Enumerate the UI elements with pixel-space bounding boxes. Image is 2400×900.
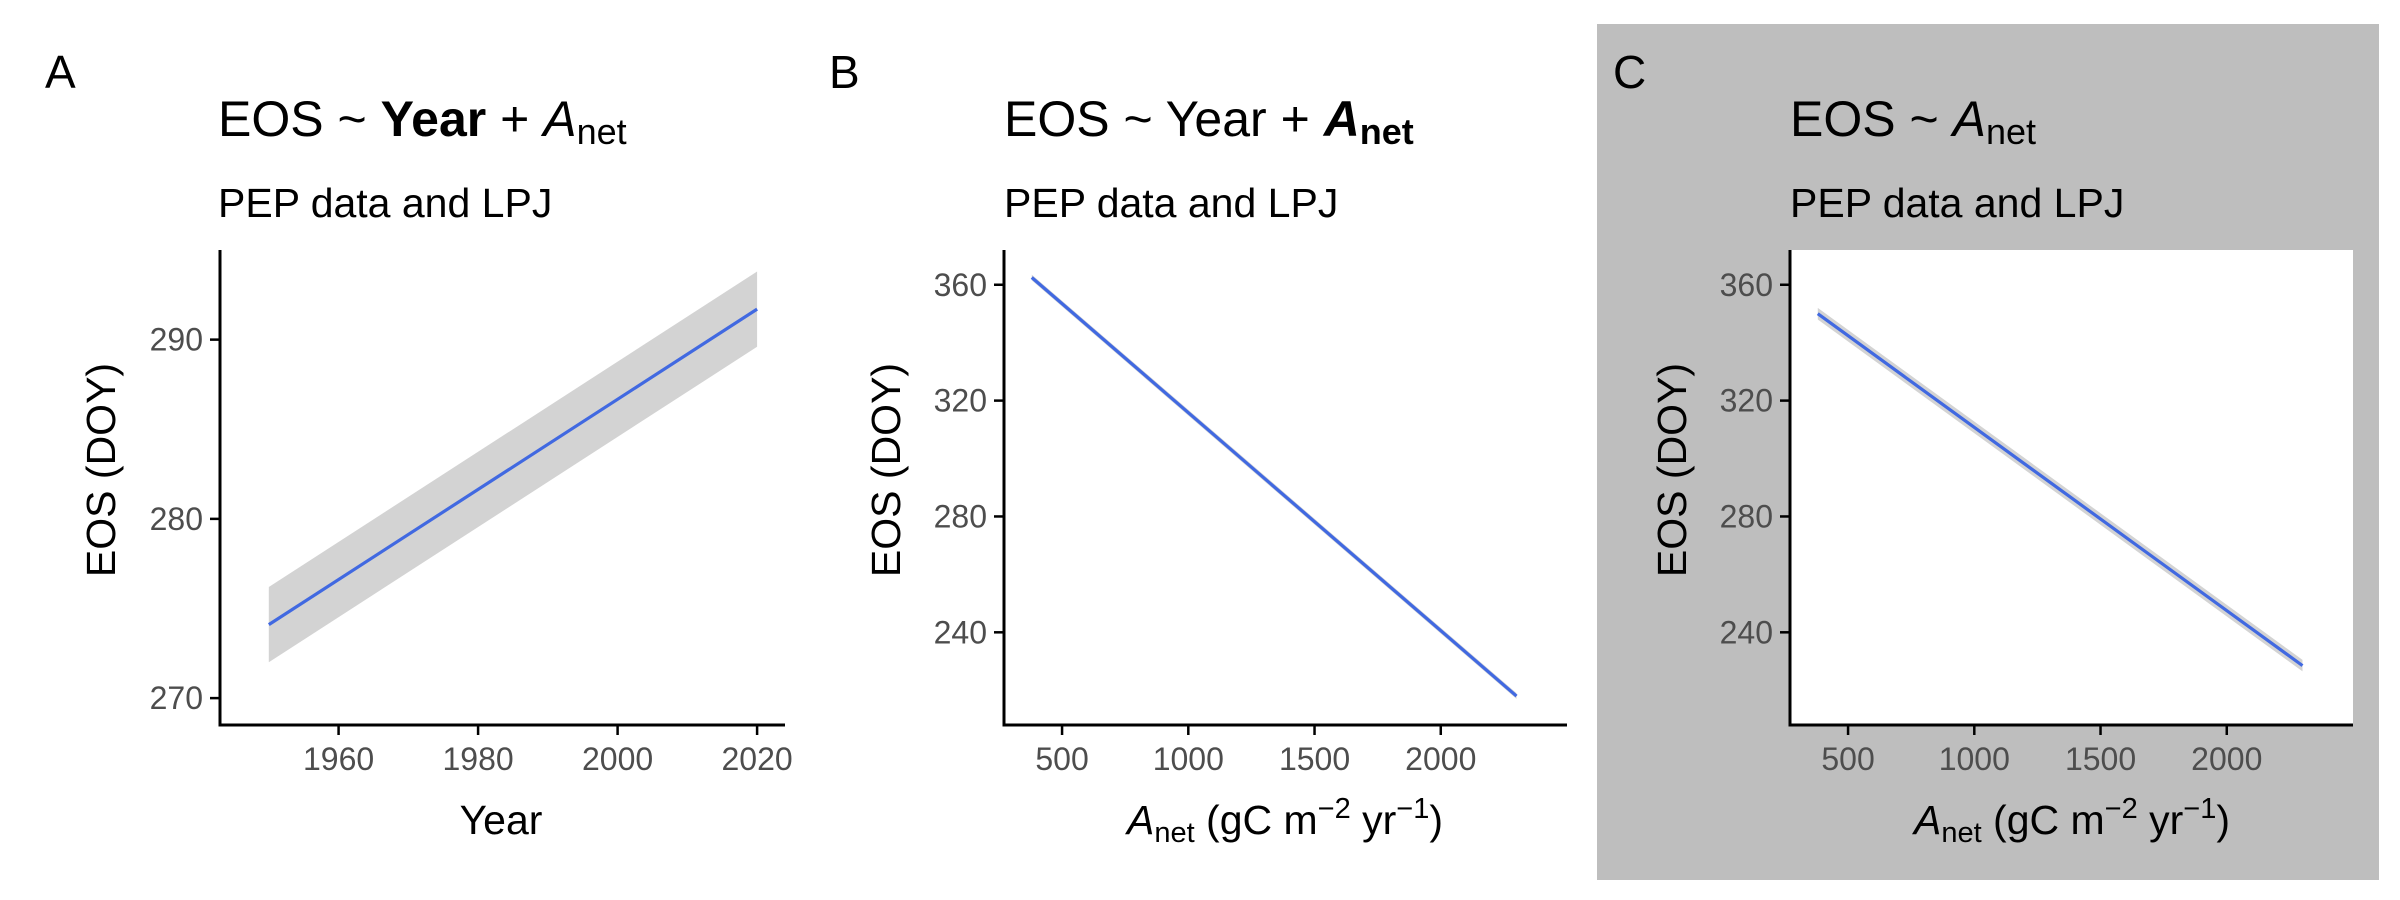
panel-c: C EOS ~ Anet PEP data and LPJ EOS (DOY) … (1613, 46, 2353, 849)
panel-a-xlabel: Year (460, 797, 543, 843)
y-tick-label-c: 280 (1720, 498, 1773, 534)
panel-a: A EOS ~ Year + Anet PEP data and LPJ EOS… (45, 46, 793, 843)
x-tick-label-c: 1500 (2065, 741, 2136, 777)
x-tick-label-b: 1500 (1279, 741, 1350, 777)
y-tick-label-c: 360 (1720, 267, 1773, 303)
plot-area-b: 500 1000 1500 2000 240 280 320 360 (934, 250, 1567, 777)
y-tick-label-c: 320 (1720, 383, 1773, 419)
panel-c-title: EOS ~ Anet (1790, 91, 2036, 152)
y-tick-label-b: 320 (934, 383, 987, 419)
x-tick-label-b: 2000 (1405, 741, 1476, 777)
x-tick-label-b: 1000 (1153, 741, 1224, 777)
panel-b-subtitle: PEP data and LPJ (1004, 180, 1338, 226)
plot-area-a: 1960 1980 2000 2020 270 280 290 (150, 250, 793, 777)
regression-line-c (1816, 312, 2304, 667)
x-tick-label-c: 1000 (1939, 741, 2010, 777)
panel-c-subtitle: PEP data and LPJ (1790, 180, 2124, 226)
x-tick-label-c: 500 (1821, 741, 1874, 777)
regression-line-a (267, 307, 758, 626)
panel-tag-b: B (829, 46, 860, 98)
plot-area-c: 500 1000 1500 2000 240 280 320 360 (1720, 250, 2353, 777)
y-tick-label-b: 360 (934, 267, 987, 303)
x-tick-label-a: 2000 (582, 741, 653, 777)
panel-c-xlabel: Anet (gC m−2 yr−1) (1911, 793, 2230, 849)
panel-b-xlabel: Anet (gC m−2 yr−1) (1124, 793, 1443, 849)
panel-a-subtitle: PEP data and LPJ (218, 180, 552, 226)
panel-b-title: EOS ~ Year + Anet (1004, 91, 1414, 152)
y-tick-label-a: 270 (150, 680, 203, 716)
y-tick-label-a: 290 (150, 322, 203, 358)
y-tick-label-b: 280 (934, 498, 987, 534)
y-tick-label-a: 280 (150, 501, 203, 537)
panel-tag-c: C (1613, 46, 1646, 98)
panel-c-ylabel: EOS (DOY) (1649, 363, 1695, 577)
x-tick-label-a: 1960 (303, 741, 374, 777)
plot-background-c (1790, 250, 2353, 725)
panel-tag-a: A (45, 46, 76, 98)
y-tick-label-c: 240 (1720, 614, 1773, 650)
panel-a-title: EOS ~ Year + Anet (218, 91, 627, 152)
x-tick-label-a: 2020 (722, 741, 793, 777)
x-tick-label-a: 1980 (442, 741, 513, 777)
regression-line-b (1030, 276, 1518, 698)
x-tick-label-b: 500 (1035, 741, 1088, 777)
panel-b: B EOS ~ Year + Anet PEP data and LPJ EOS… (829, 46, 1567, 849)
panel-a-ylabel: EOS (DOY) (78, 363, 124, 577)
x-tick-label-c: 2000 (2191, 741, 2262, 777)
panel-b-ylabel: EOS (DOY) (863, 363, 909, 577)
y-tick-label-b: 240 (934, 614, 987, 650)
